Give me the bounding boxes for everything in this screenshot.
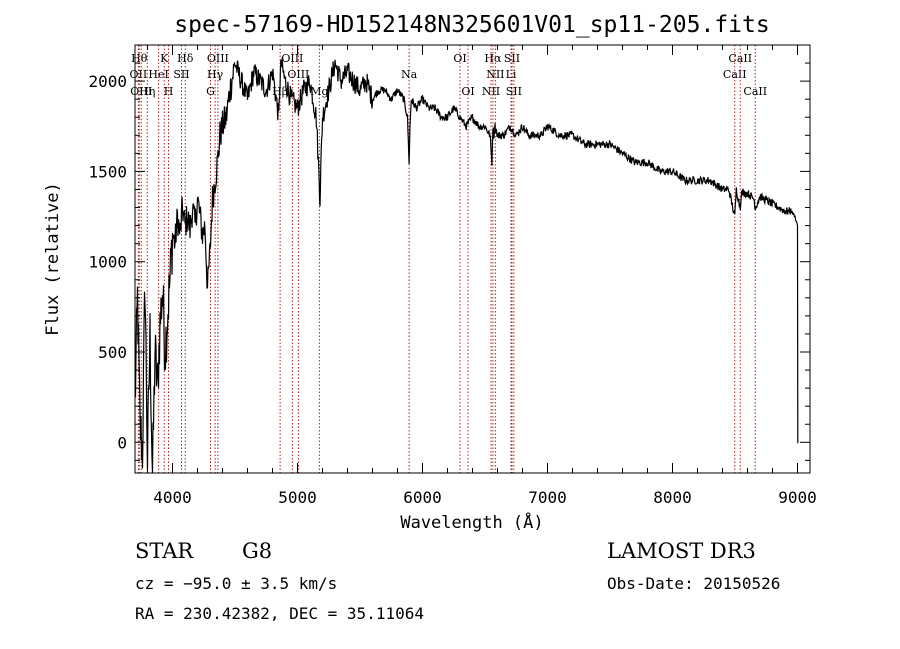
marker-label: NII xyxy=(486,68,504,81)
x-axis: 4000 5000 6000 7000 8000 9000 xyxy=(147,45,817,507)
y-axis-label: Flux (relative) xyxy=(43,182,63,336)
marker-label: OIII xyxy=(281,52,303,65)
marker-label: Na xyxy=(401,68,418,81)
marker-label: Hα xyxy=(484,52,502,65)
y-tick-label: 2000 xyxy=(88,72,127,91)
marker-label: SII xyxy=(173,68,189,81)
spectrum-line xyxy=(134,57,799,474)
x-tick-label: 4000 xyxy=(153,488,192,507)
y-tick-label: 0 xyxy=(117,433,127,452)
marker-label: K xyxy=(160,52,169,65)
coordinates-label: RA = 230.42382, DEC = 35.11064 xyxy=(135,604,424,623)
redshift-label: cz = −95.0 ± 3.5 km/s xyxy=(135,574,338,593)
marker-label: NII xyxy=(482,85,500,98)
marker-label: G xyxy=(206,85,215,98)
marker-label: Li xyxy=(506,68,517,81)
plot-frame xyxy=(134,44,811,474)
marker-label: H xyxy=(164,85,174,98)
marker-label: Hη xyxy=(139,85,155,98)
subclass-label: G8 xyxy=(242,539,273,563)
marker-label: CaII xyxy=(728,52,752,65)
survey-label: LAMOST DR3 xyxy=(607,539,756,563)
marker-label: OI xyxy=(453,52,466,65)
marker-label: Mg xyxy=(310,85,328,98)
marker-label: OIII xyxy=(287,68,309,81)
marker-label: CaII xyxy=(743,85,767,98)
marker-label: CaII xyxy=(723,68,747,81)
x-tick-label: 8000 xyxy=(653,488,692,507)
y-tick-label: 500 xyxy=(98,343,127,362)
line-markers: HθOIIOIIIHηHeIKHSIIHδGHγOIIIHβOIIIOIIIMg… xyxy=(130,45,767,473)
marker-label: OIII xyxy=(207,52,229,65)
y-tick-label: 1500 xyxy=(88,162,127,181)
y-axis: 0 500 1000 1500 2000 xyxy=(88,44,810,461)
obs-date-label: Obs-Date: 20150526 xyxy=(607,574,781,593)
marker-label: Hδ xyxy=(177,52,194,65)
class-label: STAR xyxy=(135,539,194,563)
chart-title: spec-57169-HD152148N325601V01_sp11-205.f… xyxy=(174,12,769,38)
x-tick-label: 9000 xyxy=(778,488,817,507)
marker-label: OII xyxy=(130,68,148,81)
marker-label: HeI xyxy=(148,68,168,81)
x-axis-label: Wavelength (Å) xyxy=(400,511,543,533)
x-tick-label: 5000 xyxy=(278,488,317,507)
y-tick-label: 1000 xyxy=(88,253,127,272)
marker-label: SII xyxy=(506,85,522,98)
x-tick-label: 7000 xyxy=(528,488,567,507)
marker-label: SII xyxy=(504,52,520,65)
marker-label: OI xyxy=(461,85,474,98)
marker-label: Hγ xyxy=(207,68,224,81)
x-tick-label: 6000 xyxy=(403,488,442,507)
series-group xyxy=(134,57,799,474)
